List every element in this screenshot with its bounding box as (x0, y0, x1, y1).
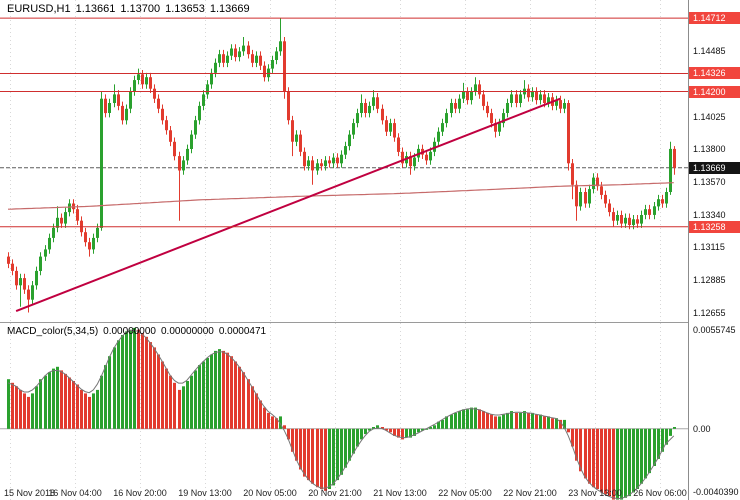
panel-separator[interactable] (0, 322, 740, 323)
macd-value-2: 0.00000000 (161, 326, 214, 337)
high-value: 1.13700 (120, 3, 161, 15)
macd-tick-label: 0.0055745 (693, 325, 736, 335)
macd-histogram (7, 327, 676, 500)
price-tick-label: 1.12655 (693, 308, 726, 318)
close-value: 1.13669 (209, 3, 250, 15)
candlesticks (7, 18, 676, 313)
macd-signal-line (7, 329, 675, 499)
current-price-flag: 1.13669 (689, 162, 740, 174)
macd-gridlines (10, 323, 661, 500)
price-tick-label: 1.13570 (693, 177, 726, 187)
price-tick-label: 1.13340 (693, 210, 726, 220)
macd-name-label: MACD_color(5,34,5) (7, 326, 99, 337)
macd-value-1: 0.00000000 (103, 326, 156, 337)
macd-chart-canvas[interactable] (0, 323, 688, 500)
macd-value-3: 0.0000471 (218, 326, 267, 337)
price-chart-canvas[interactable] (0, 0, 688, 322)
price-level-flag[interactable]: 1.14712 (689, 12, 740, 24)
price-tick-label: 1.12885 (693, 275, 726, 285)
macd-tick-label: 0.00 (693, 424, 711, 434)
price-tick-label: 1.14025 (693, 112, 726, 122)
main-gridlines (10, 0, 661, 322)
symbol-period-label: EURUSD,H1 (7, 3, 71, 15)
ohlc-header: EURUSD,H1 1.13661 1.13700 1.13653 1.13669 (7, 3, 255, 15)
trendline[interactable] (15, 97, 561, 313)
price-tick-label: 1.13115 (693, 242, 725, 252)
price-tick-label: 1.13800 (693, 144, 726, 154)
price-axis[interactable]: 1.14485 1.14025 1.13800 1.13570 1.13340 1.131… (688, 0, 740, 500)
horizontal-level-lines[interactable] (0, 17, 688, 228)
price-level-flag[interactable]: 1.13258 (689, 221, 740, 233)
price-level-flag[interactable]: 1.14200 (689, 86, 740, 98)
price-tick-label: 1.14485 (693, 46, 726, 56)
macd-indicator-label: MACD_color(5,34,5) 0.00000000 0.00000000 0.… (7, 326, 271, 337)
moving-average-line (7, 182, 674, 210)
open-value: 1.13661 (75, 3, 116, 15)
low-value: 1.13653 (165, 3, 205, 15)
macd-tick-label: -0.0040390 (693, 487, 739, 497)
price-level-flag[interactable]: 1.14326 (689, 67, 740, 79)
